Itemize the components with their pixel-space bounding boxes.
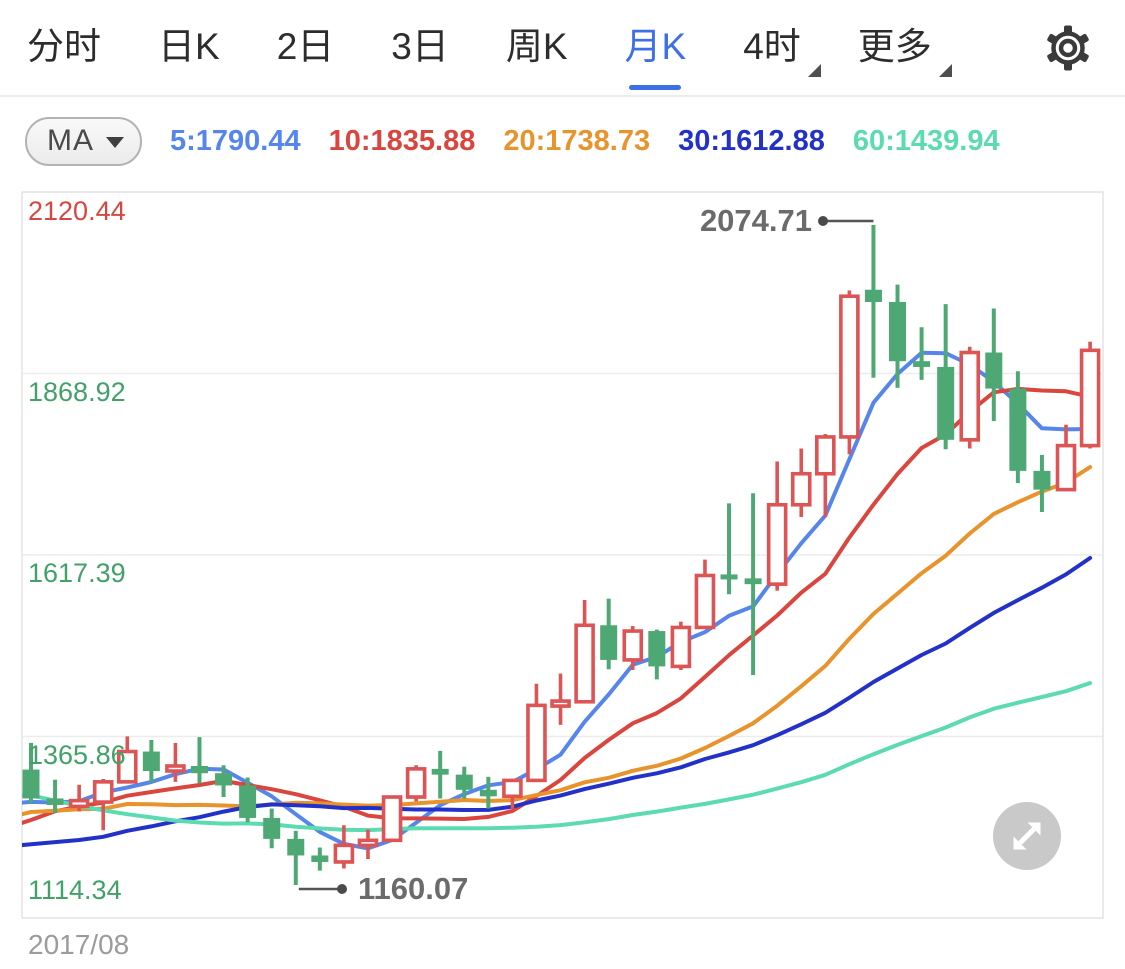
caret-down-icon: [106, 137, 124, 148]
tab-0[interactable]: 分时: [27, 26, 101, 68]
y-axis-label-1114: 1114.34: [28, 875, 122, 905]
tab-3[interactable]: 3日: [391, 26, 449, 68]
low-price-annotation: 1160.07: [358, 871, 469, 906]
y-axis-label-2120: 2120.44: [28, 196, 126, 226]
ma-legend-item-10: 10:1835.88: [328, 124, 476, 157]
ma-legend-item-60: 60:1439.94: [852, 124, 1000, 157]
tab-4[interactable]: 周K: [505, 26, 568, 68]
ma-legend: 5:1790.44 10:1835.88 20:1738.73 30:1612.88 6…: [142, 125, 1000, 158]
period-tabbar: 分时 日K 2日 3日 周K 月K 4时 更多: [0, 0, 1125, 97]
ma-legend-item-30: 30:1612.88: [678, 124, 825, 157]
high-price-annotation: 2074.71: [699, 203, 812, 238]
y-axis-label-1617: 1617.39: [28, 558, 126, 588]
tab-6[interactable]: 4时: [743, 26, 821, 77]
ma-selector-dropdown[interactable]: MA: [25, 116, 142, 166]
gear-icon: [1047, 25, 1089, 70]
y-axis-label-1365: 1365.86: [28, 740, 126, 770]
ma-selector-label: MA: [47, 124, 94, 157]
x-axis-label: 2017/08: [28, 929, 130, 960]
settings-button[interactable]: [1044, 24, 1092, 72]
tab-month-k[interactable]: 月K: [624, 26, 687, 68]
tab-2[interactable]: 2日: [276, 26, 335, 68]
ma-legend-item-20: 20:1738.73: [503, 124, 651, 157]
tab-1[interactable]: 日K: [158, 26, 220, 68]
ma-toolbar: MA 5:1790.44 10:1835.88 20:1738.73 30:1612.…: [25, 116, 1000, 166]
y-axis-label-1868: 1868.92: [28, 377, 126, 407]
dropdown-corner-icon: [807, 63, 821, 77]
expand-chart-button[interactable]: [993, 802, 1061, 870]
expand-arrows-icon: [1013, 822, 1041, 850]
tab-7[interactable]: 更多: [858, 26, 952, 77]
dropdown-corner-icon: [938, 63, 952, 77]
ma-legend-item-5: 5:1790.44: [170, 124, 301, 157]
